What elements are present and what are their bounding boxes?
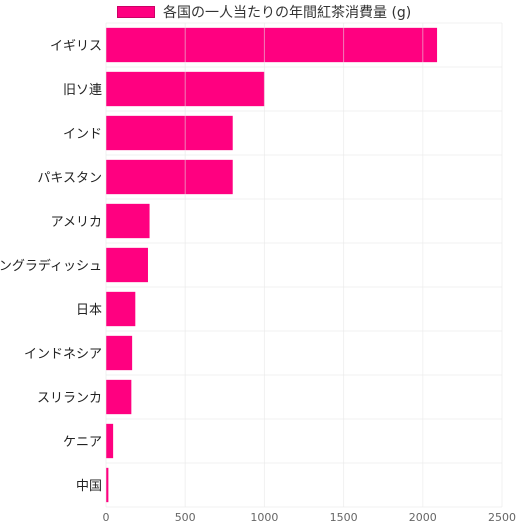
x-tick-label: 2500 bbox=[488, 511, 516, 524]
bar bbox=[106, 291, 136, 327]
bar bbox=[106, 335, 133, 371]
bar bbox=[106, 203, 150, 239]
x-tick-label: 0 bbox=[103, 511, 110, 524]
category-label: インド bbox=[63, 127, 102, 142]
category-label: イギリス bbox=[50, 39, 102, 54]
bar bbox=[106, 467, 109, 503]
bar bbox=[106, 379, 132, 415]
bar bbox=[106, 247, 148, 283]
bar bbox=[106, 159, 233, 195]
x-tick-label: 500 bbox=[175, 511, 196, 524]
bar bbox=[106, 27, 438, 63]
category-label: アメリカ bbox=[51, 215, 102, 230]
x-tick-label: 2000 bbox=[409, 511, 437, 524]
category-label: 中国 bbox=[76, 479, 102, 494]
legend-label: 各国の一人当たりの年間紅茶消費量 (g) bbox=[163, 5, 412, 21]
category-label: パキスタン bbox=[37, 171, 102, 186]
category-label: 旧ソ連 bbox=[63, 83, 102, 98]
legend-swatch bbox=[117, 6, 155, 18]
legend: 各国の一人当たりの年間紅茶消費量 (g) bbox=[0, 0, 518, 22]
category-label: インドネシア bbox=[24, 347, 102, 362]
x-tick-label: 1000 bbox=[250, 511, 278, 524]
bar bbox=[106, 115, 233, 151]
bar bbox=[106, 423, 114, 459]
category-label: 日本 bbox=[76, 303, 102, 318]
category-label: スリランカ bbox=[37, 391, 102, 406]
category-label: ケニア bbox=[63, 435, 102, 450]
x-tick-label: 1500 bbox=[330, 511, 358, 524]
category-label: バングラディッシュ bbox=[0, 258, 102, 274]
